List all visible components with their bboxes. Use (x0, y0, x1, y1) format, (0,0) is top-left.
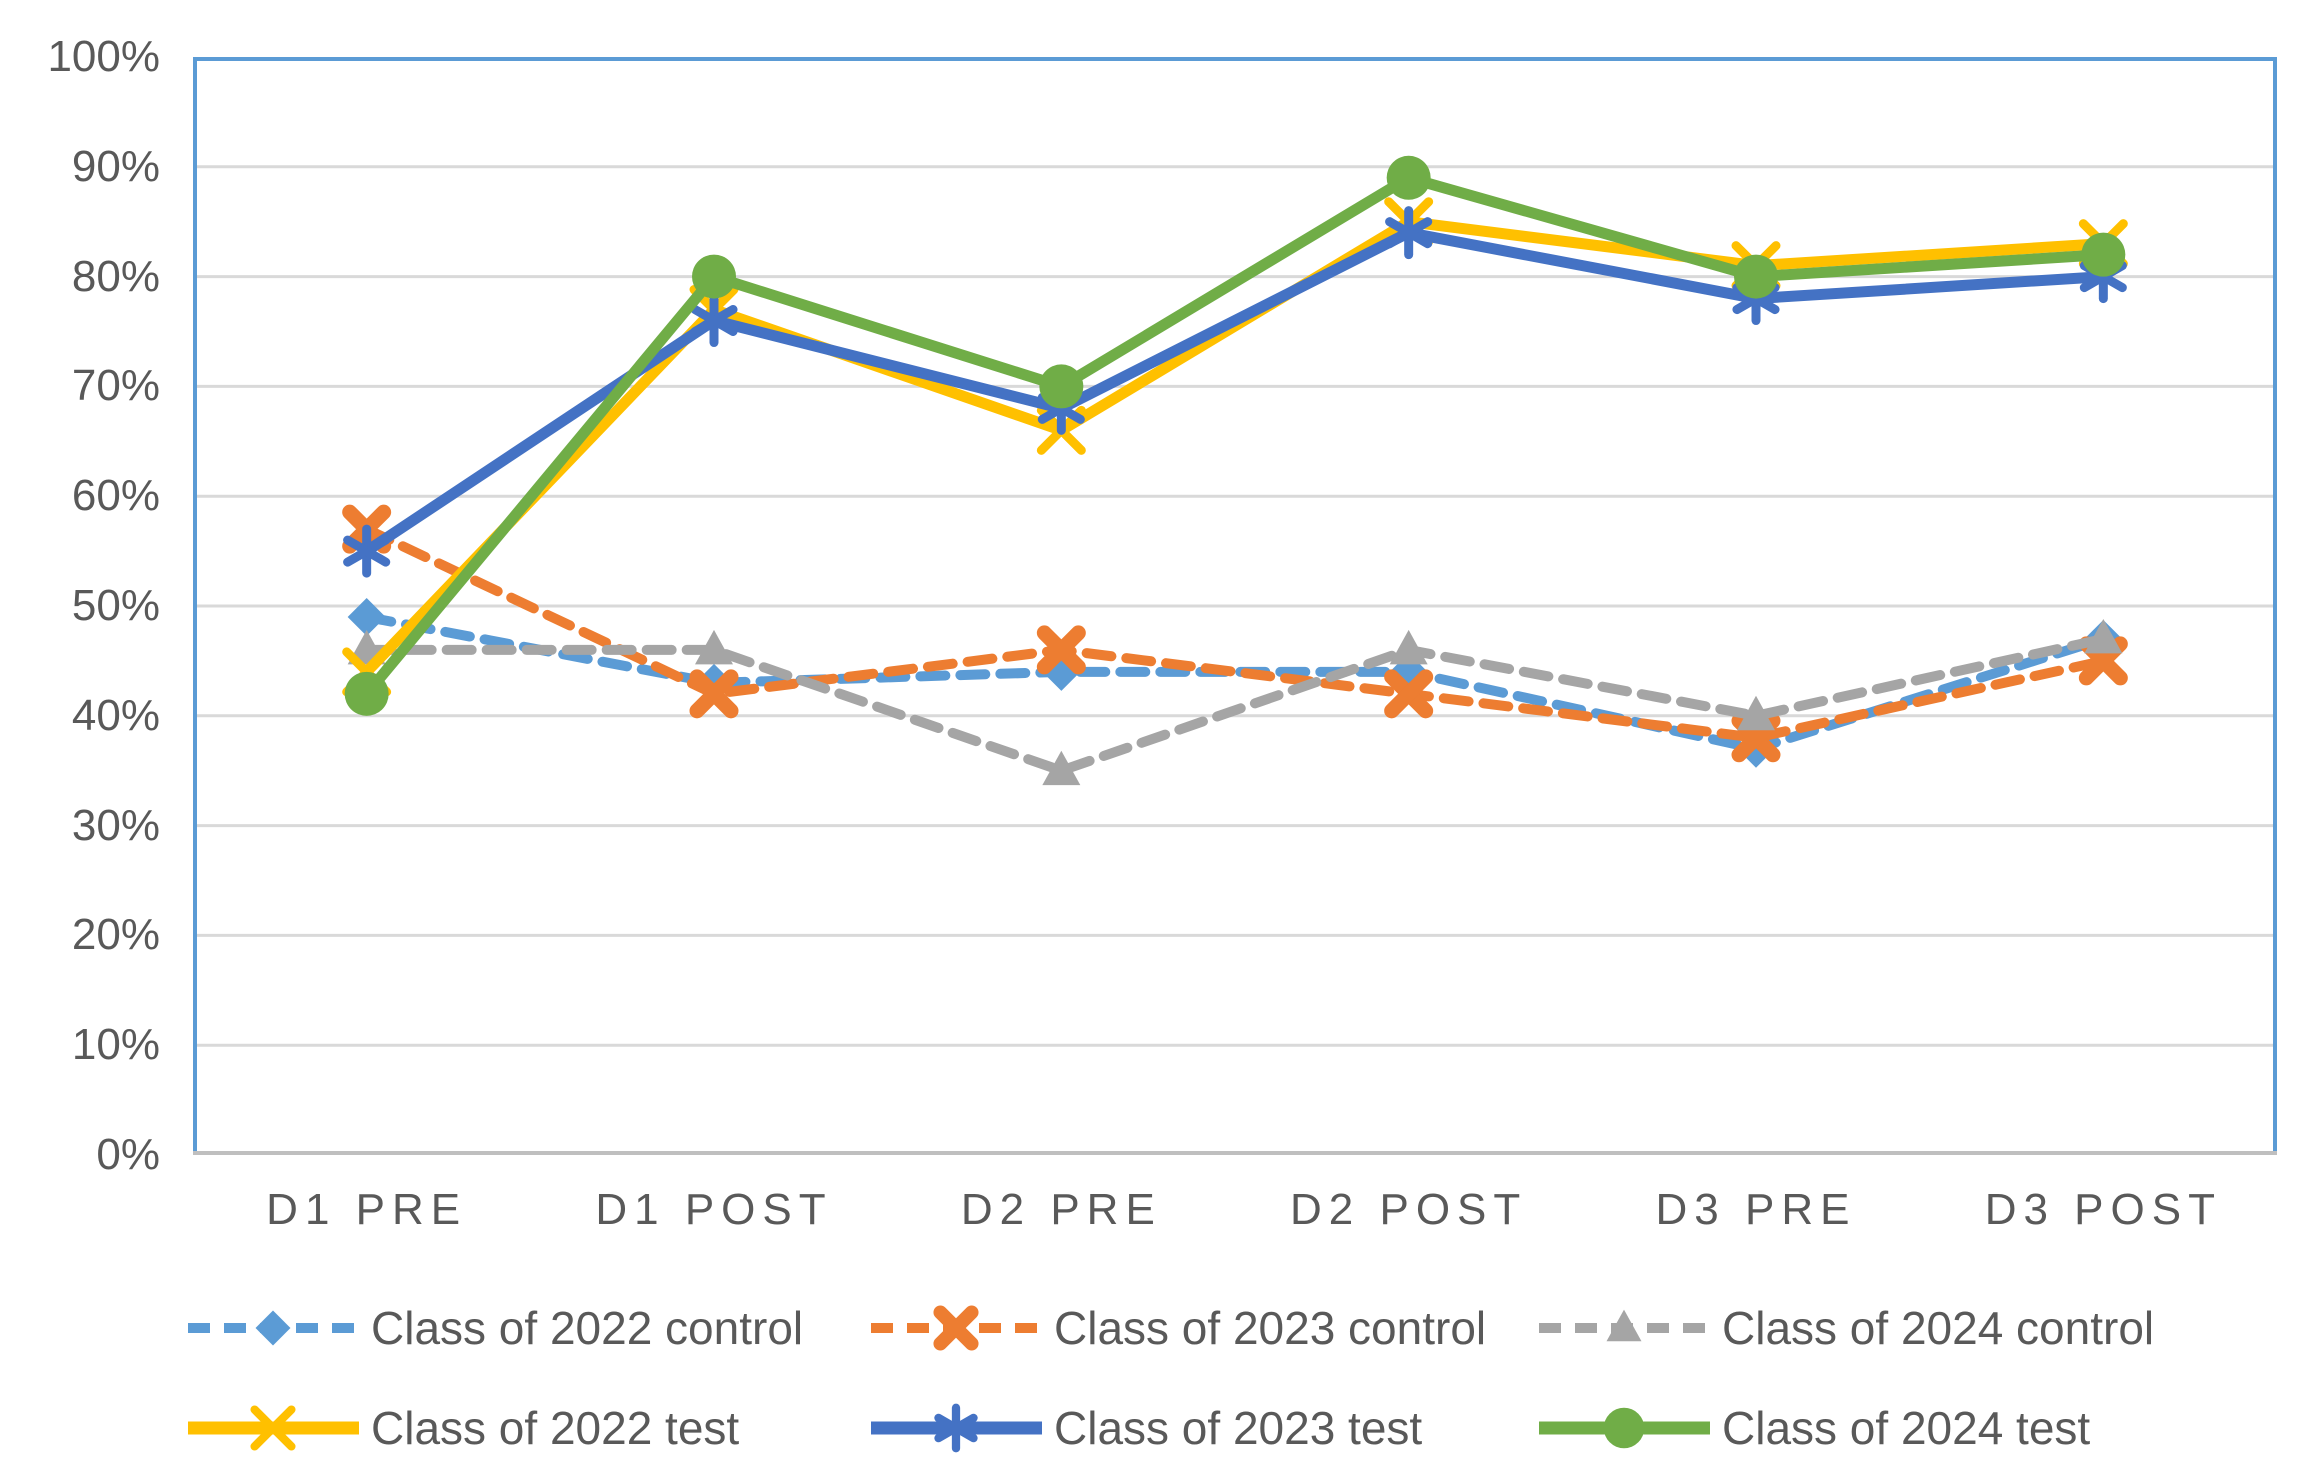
series-line-class-of-2023-control (361, 524, 2109, 743)
y-tick-label: 0% (96, 1130, 160, 1179)
line-chart (193, 57, 2277, 1155)
series-line-class-of-2024-control (361, 633, 2109, 776)
legend-item-class-of-2022-control: Class of 2022 control (186, 1298, 803, 1358)
x-tick-label: D2 PRE (960, 1185, 1162, 1234)
marker-circle (2081, 232, 2126, 277)
legend-label: Class of 2023 control (1054, 1302, 1487, 1354)
y-tick-label: 60% (71, 471, 160, 521)
legend-sample-xbold-icon (871, 1305, 1042, 1351)
marker-triangle (695, 629, 733, 665)
marker-circle (344, 671, 389, 716)
series-line-class-of-2023-test (361, 227, 2109, 557)
marker-circle (1386, 155, 1431, 200)
marker-circle (1734, 254, 1778, 299)
legend-item-class-of-2023-test: Class of 2023 test (869, 1398, 1422, 1458)
marker-triangle (1042, 750, 1081, 786)
x-tick-label: D1 PRE (266, 1185, 468, 1234)
x-axis: D1 PRE D1 POST D2 PRE D2 POST D3 PRE D3 POST (0, 1185, 2313, 1245)
y-tick-label: 50% (71, 581, 160, 630)
legend-label: Class of 2024 control (1722, 1302, 2155, 1354)
marker-triangle (1389, 629, 1428, 665)
legend-sample-circle-icon (1539, 1407, 1710, 1449)
y-tick-label: 90% (71, 141, 160, 191)
y-tick-label: 20% (71, 910, 160, 960)
y-tick-label: 30% (71, 800, 160, 850)
series-line-class-of-2022-control (361, 611, 2109, 754)
marker-circle (1603, 1407, 1645, 1449)
legend-sample-diamond-icon (188, 1310, 359, 1346)
marker-diamond (255, 1310, 291, 1346)
marker-xbold (689, 669, 739, 719)
legend-sample-asterisk-icon (871, 1403, 1042, 1453)
y-tick-label: 40% (71, 690, 160, 740)
marker-triangle (2084, 618, 2123, 654)
legend-item-class-of-2024-test: Class of 2024 test (1537, 1398, 2090, 1458)
legend-item-class-of-2024-control: Class of 2024 control (1537, 1298, 2154, 1358)
series-line-class-of-2024-test (361, 172, 2109, 700)
marker-triangle (1737, 695, 1775, 731)
legend-label: Class of 2023 test (1054, 1402, 1423, 1454)
y-tick-label: 70% (71, 361, 160, 411)
legend-label: Class of 2022 control (371, 1302, 804, 1354)
marker-asterisk (1385, 206, 1433, 260)
legend-item-class-of-2023-control: Class of 2023 control (869, 1298, 1486, 1358)
legend-sample-triangle-icon (1539, 1309, 1710, 1342)
plot-area (193, 57, 2277, 1155)
marker-diamond (347, 597, 386, 636)
x-tick-label: D3 PRE (1655, 1185, 1857, 1234)
legend-sample-x-icon (188, 1405, 359, 1451)
y-tick-label: 100% (47, 32, 160, 81)
marker-circle (692, 254, 736, 299)
marker-x (250, 1405, 296, 1451)
y-tick-label: 10% (71, 1020, 160, 1070)
legend-item-class-of-2022-test: Class of 2022 test (186, 1398, 739, 1458)
marker-asterisk (934, 1403, 978, 1453)
legend-label: Class of 2022 test (371, 1402, 740, 1454)
marker-xbold (933, 1305, 979, 1351)
x-tick-label: D3 POST (1984, 1185, 2222, 1234)
x-tick-label: D1 POST (595, 1185, 833, 1234)
marker-xbold (1036, 625, 1086, 675)
marker-asterisk (690, 294, 738, 348)
marker-asterisk (343, 524, 391, 578)
marker-circle (1039, 364, 1084, 409)
legend-label: Class of 2024 test (1722, 1402, 2091, 1454)
marker-xbold (1384, 669, 1434, 719)
marker-triangle (1606, 1309, 1642, 1342)
x-tick-label: D2 POST (1290, 1185, 1528, 1234)
y-tick-label: 80% (71, 251, 160, 301)
